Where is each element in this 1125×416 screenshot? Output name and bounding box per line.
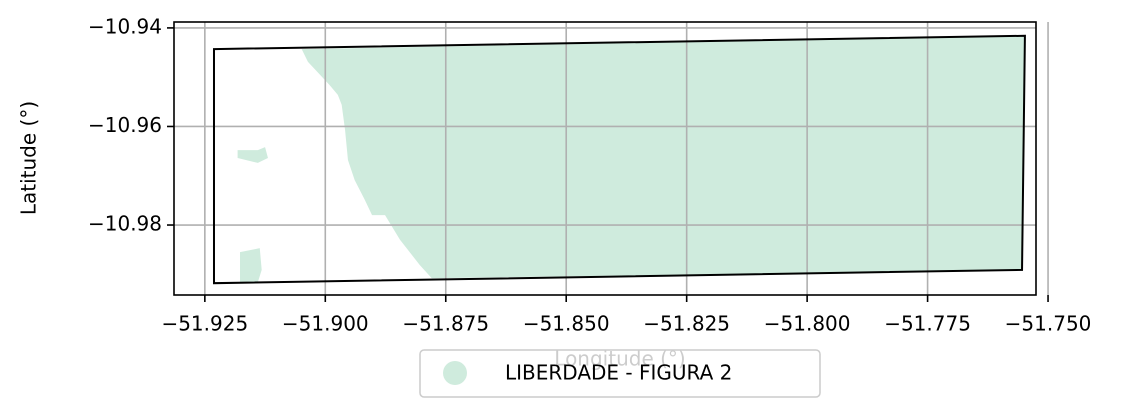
x-tick-label: −51.900 [282,312,369,336]
x-tick-label: −51.875 [402,312,489,336]
x-tick-label: −51.825 [643,312,730,336]
area [301,35,1025,279]
legend: LIBERDADE - FIGURA 2 [419,349,821,398]
x-tick-label: −51.850 [523,312,610,336]
legend-frame [419,349,821,398]
y-tick-label: −10.98 [88,212,162,236]
x-tick-label: −51.750 [1005,312,1092,336]
boundary [212,34,1026,285]
y-tick-label: −10.96 [88,113,162,137]
x-tick-label: −51.775 [884,312,971,336]
legend-marker [443,361,467,385]
area [237,147,268,163]
area [240,248,262,283]
axes-frame [173,21,1037,296]
x-tick-label: −51.925 [161,312,248,336]
y-tick-label: −10.94 [88,14,162,38]
y-axis-label: Latitude (°) [17,101,41,215]
legend-label: LIBERDADE - FIGURA 2 [505,361,732,385]
x-tick-label: −51.800 [764,312,851,336]
